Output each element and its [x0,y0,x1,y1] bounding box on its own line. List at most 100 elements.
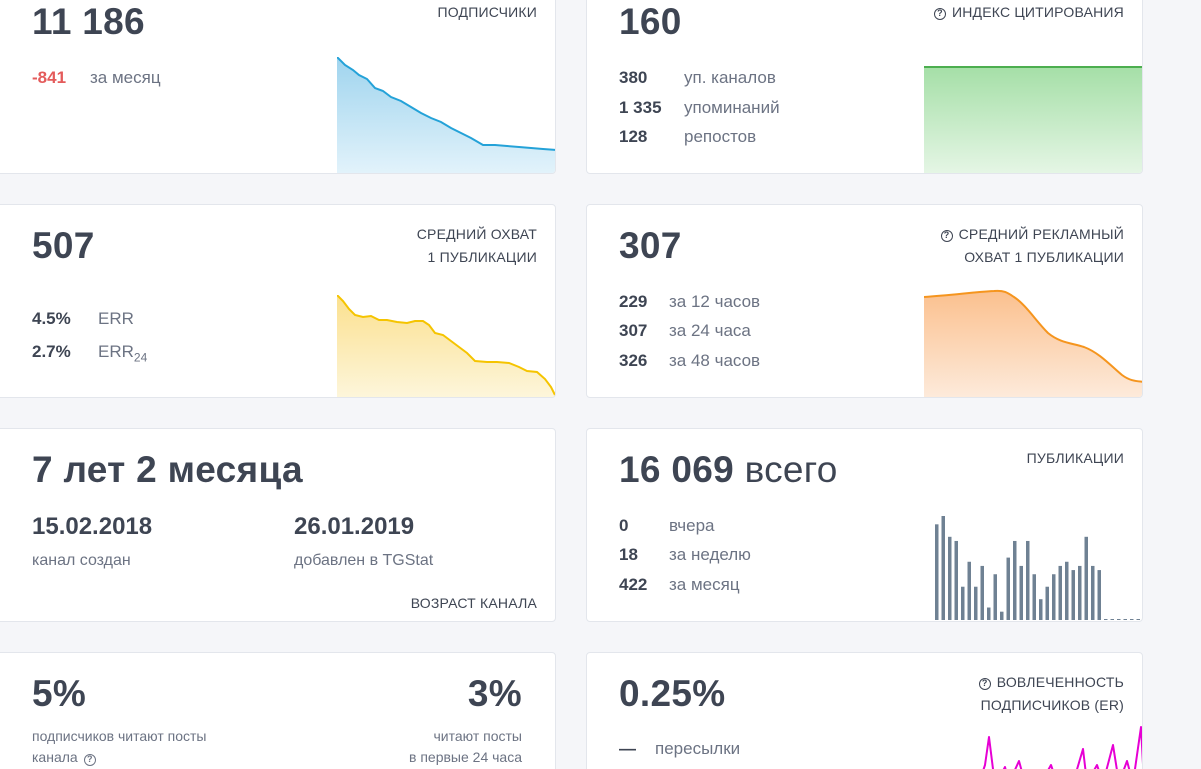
engagement-label-line1: ВОВЛЕЧЕННОСТЬ [996,674,1124,690]
average-ad-reach-card[interactable]: 307 ? СРЕДНИЙ РЕКЛАМНЫЙ ОХВАТ 1 ПУБЛИКАЦИ… [586,204,1143,398]
help-icon[interactable]: ? [940,230,953,242]
err24-row: 2.7% ERR24 [32,342,147,367]
publications-bar [1071,570,1075,620]
citation-index-label[interactable]: ? ИНДЕКС ЦИТИРОВАНИЯ [933,1,1124,24]
citation-index-label-text: ИНДЕКС ЦИТИРОВАНИЯ [951,4,1124,20]
publications-row-yesterday: 0 вчера [619,516,715,536]
ad-reach-12h-label: за 12 часов [669,292,761,311]
publications-bar [948,536,952,620]
publications-bar [1000,611,1004,620]
average-ad-reach-label-line2: ОХВАТ 1 ПУБЛИКАЦИИ [964,249,1124,265]
citation-index-value: 160 [619,1,682,42]
publications-total-value: 16 069 [619,449,734,490]
publications-card[interactable]: 16 069 всего ПУБЛИКАЦИИ 0 вчера 18 за неде… [586,428,1143,622]
err24-subscript: 24 [133,350,148,365]
publications-bar [941,516,945,620]
publications-bar [954,540,958,620]
readers-share-card[interactable]: 5% подписчиков читают посты канала? 3% ч… [0,652,556,769]
ad-reach-row-48h: 326 за 48 часов [619,351,760,371]
publications-bar-empty [1104,619,1108,620]
citation-row-reposts: 128 репостов [619,127,756,147]
publications-yesterday-count: 0 [619,516,629,535]
channel-added-date: 26.01.2019 [294,513,415,540]
citation-trend-area [924,67,1142,173]
publications-bar [974,586,978,620]
engagement-value: 0.25% [619,673,726,714]
publications-bar-empty [1110,619,1114,620]
engagement-forwards-value: — [619,739,636,758]
citation-reposts-count: 128 [619,127,648,146]
citation-row-channels: 380 уп. каналов [619,68,776,88]
citation-row-mentions: 1 335 упоминаний [619,98,780,118]
publications-bar [1052,574,1056,620]
publications-bar-empty [1136,619,1140,620]
average-reach-trend-line [337,295,555,396]
publications-bar [1039,599,1043,620]
publications-bar [1078,565,1082,620]
engagement-forwards-label: пересылки [655,739,741,758]
subscribers-delta-label: за месяц [90,68,161,87]
readers-share-24h-value: 3% [467,673,522,714]
channel-age-card[interactable]: 7 лет 2 месяца 15.02.2018 канал создан 2… [0,428,556,622]
publications-label: ПУБЛИКАЦИИ [1026,450,1124,466]
help-icon[interactable]: ? [978,678,991,690]
subscribers-count: 11 186 [32,1,145,42]
publications-total: 16 069 всего [619,449,838,491]
channel-created-label: канал создан [32,552,131,569]
average-ad-reach-trend-area [924,290,1142,397]
publications-week-count: 18 [619,545,638,564]
channel-age-label: ВОЗРАСТ КАНАЛА [410,595,537,611]
average-ad-reach-label[interactable]: ? СРЕДНИЙ РЕКЛАМНЫЙ ОХВАТ 1 ПУБЛИКАЦИИ [940,223,1124,269]
readers-share-all-label: подписчиков читают посты канала? [32,726,206,768]
publications-row-month: 422 за месяц [619,575,740,595]
subscribers-trend-line [337,57,555,151]
publications-bar-chart [935,516,1140,620]
average-reach-trend-chart [337,295,555,397]
ad-reach-24h-value: 307 [619,321,648,340]
publications-bar [1097,570,1101,620]
help-icon[interactable]: ? [83,754,96,766]
publications-bar [1019,565,1023,620]
citation-trend-chart [924,66,1142,173]
readers-share-24h-label-line2: в первые 24 часа [409,749,522,765]
publications-yesterday-label: вчера [669,516,715,535]
ad-reach-48h-label: за 48 часов [669,351,761,370]
average-reach-card[interactable]: 507 СРЕДНИЙ ОХВАТ 1 ПУБЛИКАЦИИ 4.5% ERR 2… [0,204,556,398]
publications-bar [980,565,984,620]
channel-added-label: добавлен в TGStat [294,552,434,569]
average-ad-reach-label-line1: СРЕДНИЙ РЕКЛАМНЫЙ [958,226,1124,242]
average-reach-label: СРЕДНИЙ ОХВАТ 1 ПУБЛИКАЦИИ [417,223,537,269]
err-label: ERR [98,309,134,328]
subscribers-delta: -841 [32,68,67,87]
publications-bar [993,574,997,620]
average-ad-reach-trend-line [924,289,1142,383]
readers-share-all-value: 5% [32,673,87,714]
average-ad-reach-trend-chart [924,289,1142,397]
subscribers-card[interactable]: 11 186 ПОДПИСЧИКИ -841 за месяц [0,0,556,174]
citation-index-card[interactable]: 160 ? ИНДЕКС ЦИТИРОВАНИЯ 380 уп. каналов 1… [586,0,1143,174]
publications-row-week: 18 за неделю [619,545,751,565]
average-reach-label-line1: СРЕДНИЙ ОХВАТ [416,226,537,242]
publications-bar [1045,586,1049,620]
engagement-trend-line [982,726,1142,769]
subscribers-label: ПОДПИСЧИКИ [437,4,537,20]
readers-share-all-label-line1: подписчиков читают посты [32,728,207,744]
publications-bar-empty [1117,619,1121,620]
err-value: 4.5% [32,309,71,328]
engagement-forwards-row: — пересылки [619,739,740,759]
help-icon[interactable]: ? [933,8,946,20]
engagement-label[interactable]: ? ВОВЛЕЧЕННОСТЬ ПОДПИСЧИКОВ (ER) [978,671,1124,717]
publications-bar [935,524,939,620]
average-reach-value: 507 [32,225,95,266]
average-ad-reach-value: 307 [619,225,682,266]
ad-reach-48h-value: 326 [619,351,648,370]
publications-bar-empty [1130,619,1134,620]
publications-bar [987,607,991,620]
citation-reposts-label: репостов [684,127,757,146]
subscribers-trend-chart [337,57,555,173]
engagement-card[interactable]: 0.25% ? ВОВЛЕЧЕННОСТЬ ПОДПИСЧИКОВ (ER) — п… [586,652,1143,769]
err-row: 4.5% ERR [32,309,134,329]
err24-value: 2.7% [32,342,71,361]
publications-bar [1013,540,1017,620]
average-reach-label-line2: 1 ПУБЛИКАЦИИ [427,249,537,265]
